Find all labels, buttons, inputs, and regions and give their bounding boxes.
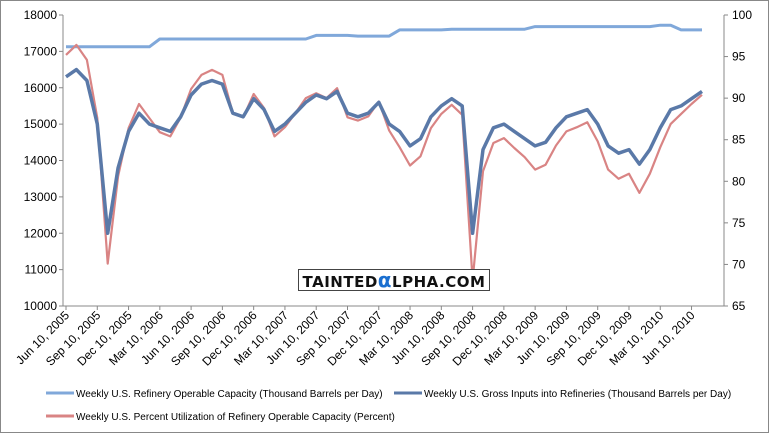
y-left-tick-label: 14000 [24, 154, 58, 168]
y-left-tick-label: 11000 [25, 263, 58, 277]
y-right-tick-label: 100 [732, 8, 752, 22]
logo-alpha: α [377, 268, 393, 292]
y-left-tick-label: 13000 [24, 190, 58, 204]
logo-text-2: LPHA.COM [392, 273, 486, 291]
y-right-tick-label: 70 [732, 257, 746, 271]
series-line-0 [66, 23, 702, 49]
legend-label-2: Weekly U.S. Percent Utilization of Refin… [76, 412, 395, 423]
y-left-tick-label: 15000 [24, 117, 58, 131]
y-right-tick-label: 85 [732, 133, 746, 147]
y-right-tick-label: 80 [732, 174, 746, 188]
y-left-tick-label: 16000 [24, 81, 58, 95]
legend-label-0: Weekly U.S. Refinery Operable Capacity (… [76, 389, 383, 400]
y-right-tick-label: 90 [732, 91, 746, 105]
y-right-tick-label: 65 [732, 299, 746, 313]
series-line-1 [65, 67, 703, 236]
logo-text-1: TAINTED [302, 273, 378, 291]
legend-label-1: Weekly U.S. Gross Inputs into Refineries… [424, 389, 731, 400]
y-right-tick-label: 95 [732, 50, 746, 64]
y-right-tick-label: 75 [732, 216, 746, 230]
y-left-tick-label: 18000 [24, 8, 58, 22]
y-left-tick-label: 17000 [24, 44, 58, 58]
watermark-logo: TAINTEDαLPHA.COM [298, 269, 490, 291]
y-left-tick-label: 10000 [24, 299, 58, 313]
y-left-tick-label: 12000 [24, 226, 58, 240]
series-line-2 [65, 43, 703, 282]
